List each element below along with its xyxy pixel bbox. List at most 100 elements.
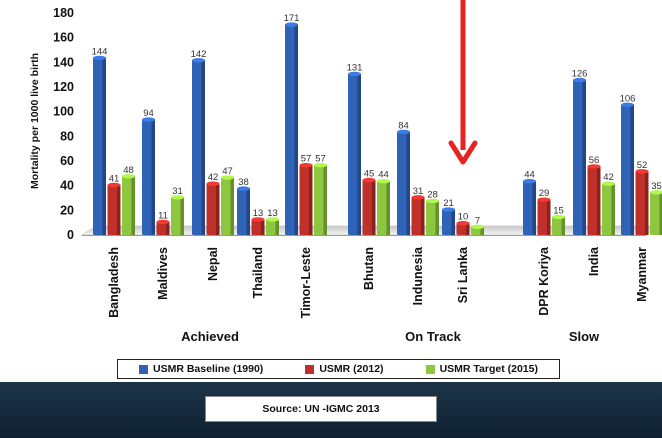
- bar: [456, 220, 470, 235]
- bar: [362, 177, 376, 235]
- value-label: 142: [191, 49, 207, 60]
- x-tick-label: Bangladesh: [107, 247, 121, 318]
- bar: [192, 58, 205, 235]
- bar: [650, 190, 662, 235]
- value-label: 47: [222, 166, 233, 177]
- value-label: 48: [123, 165, 134, 176]
- bar: [621, 102, 634, 236]
- y-tick-label: 40: [60, 179, 74, 193]
- legend-item-2012: USMR (2012): [305, 363, 384, 375]
- bar: [587, 164, 601, 235]
- legend-label: USMR Baseline (1990): [153, 363, 264, 375]
- red-down-arrow: [448, 0, 478, 165]
- y-tick-label: 60: [60, 154, 74, 168]
- value-label: 35: [651, 181, 662, 192]
- value-label: 15: [553, 206, 564, 217]
- y-tick-label: 180: [53, 6, 74, 20]
- value-label: 45: [364, 169, 375, 180]
- x-tick-label: Indunesia: [411, 246, 425, 305]
- bar: [122, 174, 135, 235]
- y-tick-label: 100: [53, 105, 74, 119]
- value-label: 28: [427, 189, 438, 200]
- bar: [142, 117, 155, 235]
- x-tick-label: Maldives: [156, 247, 170, 300]
- value-label: 44: [378, 170, 389, 181]
- value-label: 38: [238, 177, 249, 188]
- value-label: 42: [208, 172, 219, 183]
- value-label: 126: [572, 69, 588, 80]
- value-label: 13: [253, 208, 264, 219]
- y-tick-label: 0: [67, 228, 74, 242]
- y-axis-label: Mortality per 1000 live birth: [29, 53, 41, 189]
- x-tick-label: Bhutan: [362, 247, 376, 290]
- bar: [314, 163, 327, 235]
- group-label: Slow: [569, 329, 600, 344]
- chart-legend: USMR Baseline (1990) USMR (2012) USMR Ta…: [117, 359, 560, 379]
- value-label: 171: [284, 13, 300, 24]
- bar: [523, 179, 536, 235]
- bar: [471, 224, 484, 235]
- y-tick-label: 160: [53, 31, 74, 45]
- bar: [348, 71, 361, 235]
- value-label: 7: [475, 215, 480, 226]
- bar: [552, 214, 565, 235]
- x-tick-label: Timor-Leste: [299, 247, 313, 318]
- legend-item-baseline: USMR Baseline (1990): [139, 363, 263, 375]
- bar: [206, 181, 220, 235]
- x-tick-label: Nepal: [206, 247, 220, 281]
- value-label: 21: [443, 198, 454, 209]
- bar: [251, 217, 265, 235]
- value-label: 94: [143, 108, 154, 119]
- value-label: 31: [413, 186, 424, 197]
- value-label: 11: [158, 210, 168, 221]
- value-label: 31: [172, 186, 183, 197]
- bar: [397, 129, 410, 235]
- x-tick-label: Myanmar: [635, 247, 649, 302]
- bar: [266, 217, 279, 235]
- bar-chart: Mortality per 1000 live birth 0 20 40 60 80 1…: [29, 0, 662, 344]
- x-tick-label: Thailand: [251, 247, 265, 298]
- bar: [107, 182, 121, 235]
- group-label: Achieved: [181, 329, 239, 344]
- bar: [573, 77, 586, 235]
- value-label: 57: [301, 154, 312, 165]
- y-tick-label: 80: [60, 129, 74, 143]
- value-label: 106: [620, 93, 636, 104]
- value-label: 13: [267, 208, 278, 219]
- bar: [285, 22, 298, 235]
- value-label: 41: [109, 173, 120, 184]
- legend-label: USMR Target (2015): [439, 363, 538, 375]
- bar: [442, 207, 455, 235]
- bar: [299, 163, 313, 235]
- legend-item-target: USMR Target (2015): [425, 363, 538, 375]
- value-label: 52: [637, 160, 648, 171]
- x-tick-label: India: [587, 246, 601, 276]
- bar: [237, 186, 250, 235]
- value-label: 10: [458, 212, 469, 223]
- bar: [171, 195, 184, 235]
- bar: [411, 195, 425, 235]
- bar: [602, 181, 615, 235]
- source-box: Source: UN -IGMC 2013: [205, 396, 437, 422]
- legend-label: USMR (2012): [319, 363, 384, 375]
- bar: [377, 179, 390, 235]
- legend-swatch: [425, 364, 435, 374]
- x-tick-label: Sri Lanka: [456, 246, 470, 303]
- legend-swatch: [139, 364, 149, 374]
- x-tick-label: DPR Koriya: [537, 246, 551, 316]
- y-tick-label: 140: [53, 55, 74, 69]
- bar: [156, 219, 170, 235]
- value-label: 56: [589, 155, 600, 166]
- bar: [426, 198, 439, 235]
- value-label: 57: [315, 154, 326, 165]
- bar: [537, 197, 551, 235]
- value-label: 144: [92, 46, 108, 57]
- source-text: Source: UN -IGMC 2013: [262, 403, 380, 415]
- y-tick-label: 20: [60, 203, 74, 217]
- value-label: 29: [539, 188, 550, 199]
- group-label: On Track: [405, 329, 461, 344]
- y-tick-label: 120: [53, 80, 74, 94]
- value-label: 84: [398, 120, 409, 131]
- legend-swatch: [305, 364, 315, 374]
- value-label: 44: [524, 170, 535, 181]
